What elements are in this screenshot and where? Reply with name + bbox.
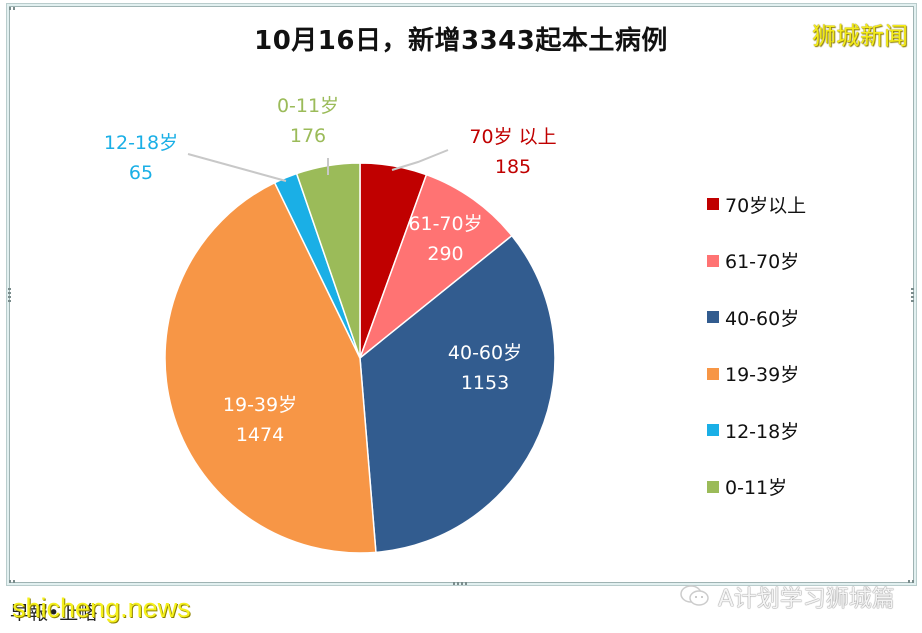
slice-40-60[interactable] (359, 234, 556, 554)
resize-handle-left[interactable] (8, 288, 11, 302)
legend-item-0-11[interactable]: 0-11岁 (707, 459, 806, 516)
data-label-70plus: 70岁 以上 185 (469, 126, 557, 178)
legend-item-12-18[interactable]: 12-18岁 (707, 402, 806, 459)
data-label-40-60: 40-60岁 1153 (447, 342, 523, 394)
data-label-19-39: 19-39岁 1474 (222, 394, 298, 446)
legend-swatch (707, 254, 719, 267)
legend-item-70plus[interactable]: 70岁以上 (707, 176, 806, 233)
wechat-icon (680, 585, 709, 606)
resize-handle-top-left[interactable] (9, 7, 15, 10)
data-label-61-70: 61-70岁 290 (408, 213, 483, 265)
slice-19-39[interactable] (164, 181, 377, 554)
resize-handle-bottom-right[interactable] (908, 580, 914, 583)
data-label-12-18: 12-18岁 65 (103, 132, 179, 184)
leader-line-12-18 (187, 153, 287, 182)
legend-swatch (707, 367, 719, 380)
legend-item-19-39[interactable]: 19-39岁 (707, 346, 806, 403)
news-watermark: shicheng.news (12, 593, 191, 623)
wechat-watermark: A计划学习狮城篇 (680, 579, 895, 613)
resize-handle-bottom-left[interactable] (9, 580, 15, 583)
chart-title: 10月16日，新增3343起本土病例 (254, 26, 668, 56)
chart-legend: 70岁以上 61-70岁 40-60岁 19-39岁 12-18岁 0-11岁 (707, 176, 806, 515)
slice-61-70[interactable] (358, 173, 513, 361)
legend-swatch (707, 480, 719, 493)
legend-swatch (707, 424, 719, 437)
legend-swatch (707, 311, 719, 324)
resize-handle-bottom[interactable] (453, 582, 467, 585)
legend-item-61-70[interactable]: 61-70岁 (707, 233, 806, 290)
data-label-0-11: 0-11岁 176 (276, 95, 340, 147)
legend-swatch (707, 198, 719, 211)
watermark-top: 狮城新闻 (812, 22, 908, 50)
legend-item-40-60[interactable]: 40-60岁 (707, 289, 806, 346)
resize-handle-right[interactable] (911, 288, 914, 302)
leader-line-70plus (391, 149, 449, 171)
source-credit: 早報•上略 (10, 602, 98, 624)
